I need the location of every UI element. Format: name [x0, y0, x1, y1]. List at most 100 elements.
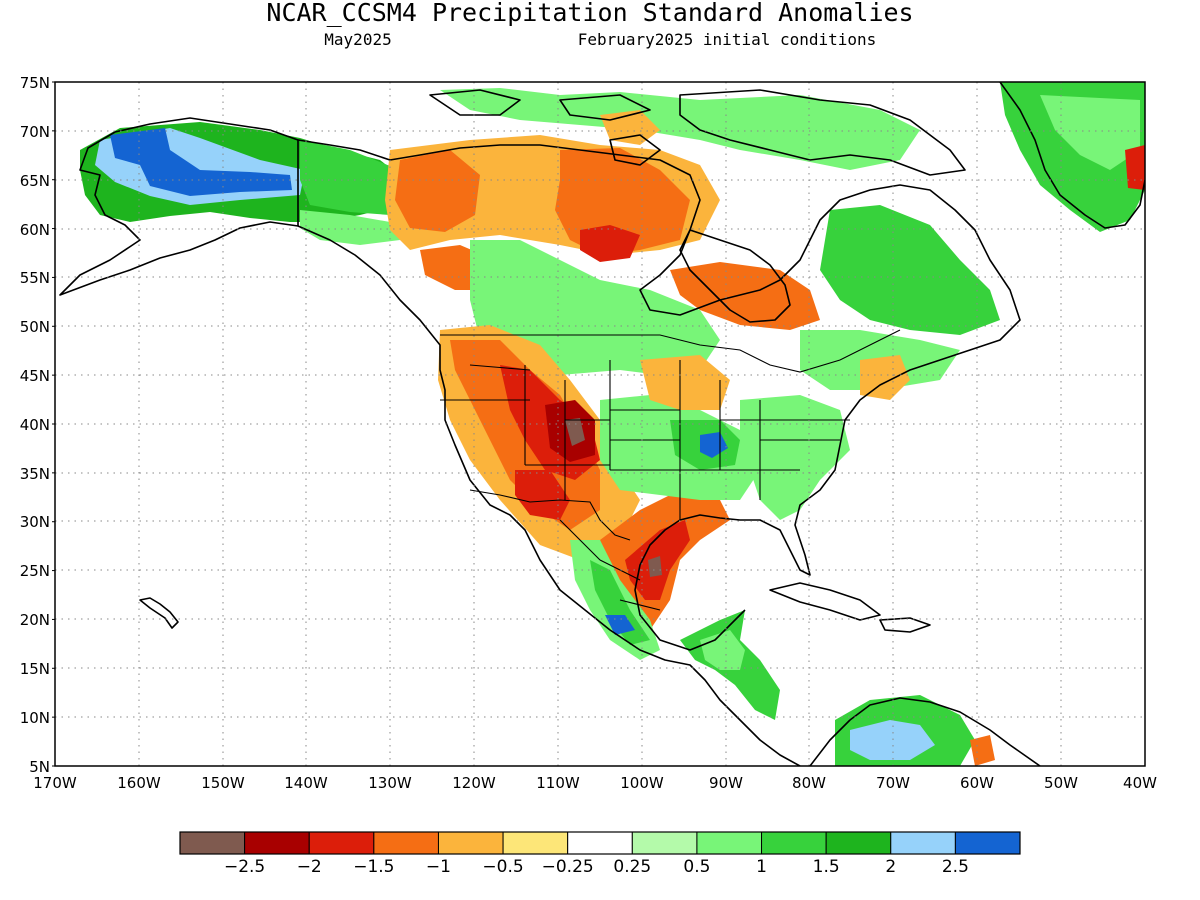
anomaly-region-arctic-green: [440, 88, 920, 170]
lat-label-50n: 50N: [20, 318, 50, 336]
colorbar-cell-7: [631, 831, 698, 855]
hudson-bay-coastline: [679, 229, 791, 323]
us-mexico-border: [469, 489, 631, 541]
colorbar-cell-4: [437, 831, 504, 855]
colorbar-tick-label-7: 0.5: [683, 857, 710, 877]
colorbar-cell-1: [244, 831, 310, 855]
colorbar-cell-2: [308, 831, 375, 855]
anomaly-region-arizona: [515, 470, 570, 520]
colorbar-cell-5: [502, 831, 569, 855]
lon-label-150w: 150W: [201, 774, 245, 792]
colorbar-cell-11: [890, 831, 956, 855]
anomaly-region-hudson-bay-west: [580, 225, 640, 262]
lon-label-110w: 110W: [536, 774, 580, 792]
valid-month-label: May2025: [324, 30, 391, 49]
state-lines-west: [440, 360, 850, 520]
colorbar-tick-label-10: 2: [885, 857, 896, 877]
canada-west-coastline: [297, 225, 801, 766]
colorbar-cell-0: [179, 831, 246, 855]
anomaly-region-greenland-light: [1040, 95, 1140, 170]
lon-label-140w: 140W: [284, 774, 328, 792]
lon-label-80w: 80W: [792, 774, 826, 792]
lat-label-10n: 10N: [20, 709, 50, 727]
lat-axis: 75N 70N 65N 60N 55N 50N 45N 40N 35N 30N …: [20, 74, 55, 776]
anomaly-region-alaska-interior: [110, 128, 292, 196]
colorbar-tick-label-11: 2.5: [942, 857, 969, 877]
lon-label-40w: 40W: [1123, 774, 1157, 792]
lon-axis: 170W 160W 150W 140W 130W 120W 110W 100W …: [33, 774, 1157, 792]
alaska-coastline: [59, 117, 299, 296]
colorbar-cell-8: [696, 831, 763, 855]
lon-label-130w: 130W: [368, 774, 412, 792]
anomaly-region-yukon: [300, 140, 410, 215]
lat-label-55n: 55N: [20, 269, 50, 287]
anomaly-region-southeast: [740, 395, 850, 520]
colorbar-cell-6: [567, 831, 633, 855]
colorbar-tick-label-0: −2.5: [224, 857, 265, 877]
political-boundaries: [297, 140, 901, 611]
colorbar-frame: [179, 831, 1021, 855]
lon-label-90w: 90W: [709, 774, 743, 792]
anomaly-region-nunavut-orange: [555, 148, 690, 255]
hawaii-coastline: [139, 597, 179, 629]
arctic-coastline: [297, 139, 1021, 651]
anomaly-region-texas-gulf-dark: [648, 556, 662, 577]
lat-label-45n: 45N: [20, 367, 50, 385]
lon-label-100w: 100W: [620, 774, 664, 792]
lon-label-160w: 160W: [117, 774, 161, 792]
colorbar-tick-label-9: 1.5: [813, 857, 840, 877]
cuba-coastline: [769, 582, 881, 621]
south-america-coastline: [809, 697, 1041, 766]
anomaly-region-northeast-orange: [860, 355, 910, 400]
colorbar: −2.5 −2 −1.5 −1 −0.5 −0.25 0.25 0.5 1 1.5 2 2.5: [179, 831, 1021, 877]
anomaly-region-nwt-orange: [395, 150, 480, 232]
colorbar-cell-9: [761, 831, 827, 855]
arctic-islands-coastline: [429, 89, 966, 176]
map-title: NCAR_CCSM4 Precipitation Standard Anomal…: [266, 0, 913, 27]
lon-label-120w: 120W: [452, 774, 496, 792]
anomaly-region-labrador: [820, 205, 1000, 335]
mexico-state-lines: [559, 519, 661, 611]
lat-label-5n: 5N: [29, 758, 50, 776]
lat-label-75n: 75N: [20, 74, 50, 92]
colorbar-tick-label-5: −0.25: [542, 857, 594, 877]
anomaly-region-guyana-orange: [970, 735, 995, 766]
coastline-layer: [59, 82, 1145, 766]
lat-label-40n: 40N: [20, 416, 50, 434]
colorbar-tick-label-2: −1.5: [353, 857, 394, 877]
lon-label-50w: 50W: [1044, 774, 1078, 792]
initial-conditions-label: February2025 initial conditions: [578, 30, 877, 49]
lat-label-70n: 70N: [20, 123, 50, 141]
lat-label-35n: 35N: [20, 465, 50, 483]
anomaly-region-central-america-light: [700, 630, 745, 670]
hispaniola-coastline: [879, 617, 931, 633]
anomaly-region-prairies-light: [470, 240, 720, 375]
lat-label-25n: 25N: [20, 562, 50, 580]
colorbar-tick-label-6: 0.25: [613, 857, 651, 877]
lon-label-70w: 70W: [876, 774, 910, 792]
anomaly-region-yukon-light: [300, 210, 400, 245]
colorbar-tick-label-4: −0.5: [482, 857, 523, 877]
lon-label-170w: 170W: [33, 774, 77, 792]
colorbar-labels: −2.5 −2 −1.5 −1 −0.5 −0.25 0.25 0.5 1 1.5 2 2.5: [224, 857, 969, 877]
colorbar-cell-12: [954, 831, 1021, 855]
colorbar-tick-label-3: −1: [426, 857, 451, 877]
anomaly-region-colorado: [565, 418, 585, 446]
lat-label-65n: 65N: [20, 172, 50, 190]
lat-label-20n: 20N: [20, 611, 50, 629]
colorbar-cell-10: [825, 831, 892, 855]
anomaly-region-mexico-west-dark: [590, 560, 650, 645]
map-panel: [55, 82, 1145, 766]
greenland-coastline: [999, 82, 1145, 229]
colorbar-cells: [179, 831, 1021, 855]
anomaly-region-mississippi-valley: [700, 432, 728, 458]
lon-label-60w: 60W: [960, 774, 994, 792]
us-canada-border: [440, 329, 901, 373]
colorbar-cell-3: [373, 831, 439, 855]
colorbar-tick-label-1: −2: [297, 857, 322, 877]
anomaly-fill-layer: [80, 82, 1145, 766]
lat-label-60n: 60N: [20, 221, 50, 239]
anomaly-region-mexico-blue: [605, 615, 635, 635]
lat-label-15n: 15N: [20, 660, 50, 678]
